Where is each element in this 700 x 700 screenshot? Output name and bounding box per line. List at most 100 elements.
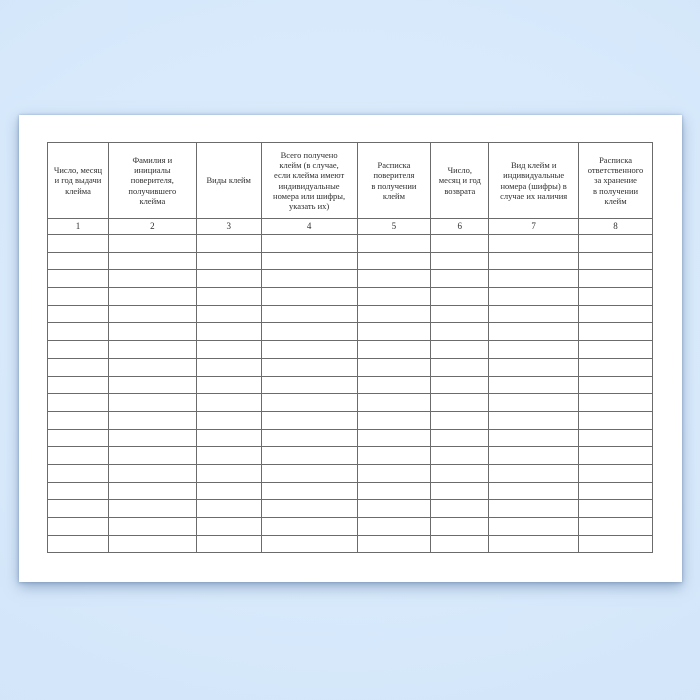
column-number-cell-6: 6 <box>430 218 490 235</box>
empty-cell <box>430 446 490 465</box>
empty-cell <box>260 287 358 306</box>
empty-cell <box>195 287 262 306</box>
empty-cell <box>107 393 197 412</box>
empty-cell <box>578 375 653 395</box>
empty-cell <box>47 251 109 271</box>
empty-cell <box>195 340 262 359</box>
empty-cell <box>430 517 490 536</box>
empty-cell <box>488 375 580 395</box>
empty-cell <box>488 393 580 412</box>
empty-cell <box>430 269 490 289</box>
table-row <box>47 534 653 554</box>
empty-cell <box>356 481 432 501</box>
empty-cell <box>356 463 432 483</box>
empty-cell <box>430 428 490 448</box>
empty-cell <box>430 234 490 253</box>
empty-cell <box>430 340 490 359</box>
empty-cell <box>430 499 490 518</box>
empty-cell <box>107 340 197 359</box>
empty-cell <box>578 446 653 465</box>
empty-cell <box>195 357 262 377</box>
empty-cell <box>47 393 109 412</box>
empty-cell <box>356 446 432 465</box>
empty-cell <box>47 269 109 289</box>
empty-cell <box>356 534 432 554</box>
empty-cell <box>195 269 262 289</box>
empty-cell <box>107 517 197 536</box>
empty-cell <box>430 463 490 483</box>
empty-cell <box>47 375 109 395</box>
table-row <box>47 269 653 289</box>
empty-cell <box>430 393 490 412</box>
empty-cell <box>488 481 580 501</box>
empty-cell <box>47 322 109 342</box>
empty-cell <box>578 499 653 518</box>
table-row <box>47 428 653 448</box>
header-cell-col1: Число, месяц и год выдачи клейма <box>47 142 109 219</box>
empty-cell <box>260 481 358 501</box>
empty-cell <box>356 357 432 377</box>
empty-cell <box>47 410 109 430</box>
empty-cell <box>578 393 653 412</box>
empty-cell <box>488 410 580 430</box>
empty-cell <box>488 340 580 359</box>
empty-cell <box>260 393 358 412</box>
header-cell-col4: Всего получено клейм (в случае, если кле… <box>260 142 358 219</box>
header-cell-col5: Расписка поверителя в получении клейм <box>356 142 432 219</box>
empty-cell <box>430 410 490 430</box>
empty-cell <box>107 251 197 271</box>
empty-cell <box>260 375 358 395</box>
empty-cell <box>488 463 580 483</box>
empty-cell <box>107 446 197 465</box>
empty-cell <box>356 322 432 342</box>
empty-cell <box>430 251 490 271</box>
column-number-cell-4: 4 <box>260 218 358 235</box>
empty-cell <box>578 481 653 501</box>
header-cell-col2: Фамилия и инициалы поверителя, получивше… <box>107 142 197 219</box>
empty-cell <box>195 534 262 554</box>
empty-cell <box>260 251 358 271</box>
empty-cell <box>488 357 580 377</box>
empty-cell <box>430 534 490 554</box>
empty-cell <box>260 446 358 465</box>
empty-cell <box>195 251 262 271</box>
empty-cell <box>578 410 653 430</box>
empty-cell <box>107 234 197 253</box>
empty-cell <box>488 251 580 271</box>
empty-cell <box>488 304 580 324</box>
table-row <box>47 340 653 359</box>
empty-cell <box>260 499 358 518</box>
table-row <box>47 251 653 271</box>
column-number-cell-3: 3 <box>195 218 262 235</box>
empty-cell <box>47 499 109 518</box>
empty-cell <box>260 357 358 377</box>
empty-cell <box>488 517 580 536</box>
empty-cell <box>195 463 262 483</box>
empty-cell <box>260 340 358 359</box>
empty-cell <box>356 287 432 306</box>
empty-cell <box>488 322 580 342</box>
empty-cell <box>578 428 653 448</box>
empty-cell <box>356 393 432 412</box>
empty-cell <box>107 410 197 430</box>
empty-cell <box>430 322 490 342</box>
empty-cell <box>356 234 432 253</box>
empty-cell <box>47 446 109 465</box>
empty-cell <box>107 463 197 483</box>
column-number-cell-5: 5 <box>356 218 432 235</box>
empty-cell <box>107 534 197 554</box>
empty-cell <box>578 322 653 342</box>
empty-cell <box>356 251 432 271</box>
empty-cell <box>430 287 490 306</box>
empty-cell <box>260 304 358 324</box>
empty-cell <box>488 499 580 518</box>
empty-cell <box>195 375 262 395</box>
column-number-cell-7: 7 <box>488 218 580 235</box>
empty-cell <box>47 234 109 253</box>
empty-cell <box>107 375 197 395</box>
empty-cell <box>260 517 358 536</box>
empty-cell <box>488 287 580 306</box>
empty-cell <box>488 534 580 554</box>
